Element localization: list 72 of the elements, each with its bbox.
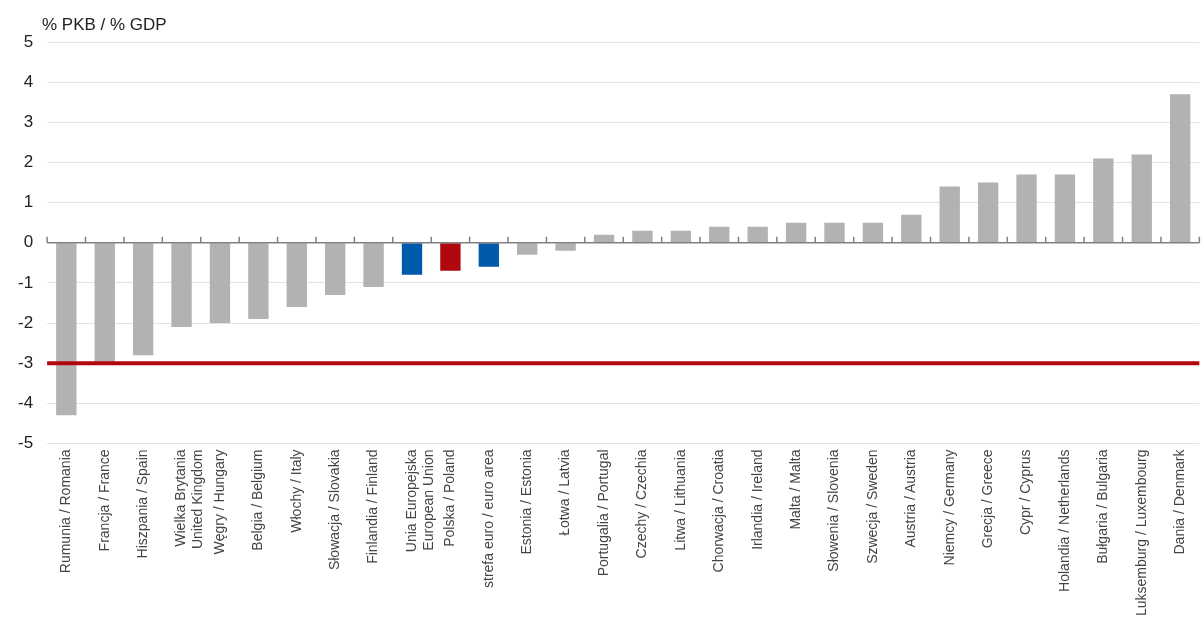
bar — [1093, 158, 1114, 243]
bar — [670, 230, 692, 243]
x-tick-label: Węgry / Hungary — [210, 449, 227, 555]
x-tick-label: Rumunia / Romania — [57, 449, 74, 574]
x-tick-label: Cypr / Cyprus — [1017, 449, 1034, 536]
bar — [824, 222, 845, 243]
bar — [132, 243, 154, 356]
y-tick-label: -4 — [17, 393, 34, 412]
x-tick-label: Bułgaria / Bulgaria — [1094, 449, 1111, 564]
x-tick-label: Grecja / Greece — [978, 449, 995, 549]
bar — [325, 243, 346, 295]
y-tick-label: -1 — [17, 272, 34, 292]
x-tick-label: Wielka Brytania United Kingdom — [172, 449, 206, 550]
x-tick-label: Belgia / Belgium — [249, 449, 266, 551]
x-tick-label: Słowenia / Slovenia — [825, 449, 842, 572]
x-tick-label: Dania / Denmark — [1171, 448, 1188, 555]
bar — [862, 222, 884, 243]
bar — [1131, 154, 1152, 243]
y-tick-label: -2 — [17, 312, 34, 332]
bar — [939, 186, 960, 243]
x-tick-label: Hiszpania / Spain — [134, 449, 150, 559]
bar — [1169, 94, 1191, 243]
bar — [209, 243, 231, 324]
x-tick-label: Irlandia / Ireland — [748, 449, 765, 550]
x-tick-label: Estonia / Estonia — [518, 449, 535, 555]
bar — [171, 243, 192, 328]
bar — [94, 243, 115, 364]
bar — [478, 243, 499, 267]
bar — [977, 182, 999, 243]
x-tick-label: Luksemburg / Luxembourg — [1132, 449, 1149, 617]
bar — [248, 243, 269, 320]
x-tick-label: Chorwacja / Croatia — [710, 449, 727, 573]
bar — [286, 243, 307, 307]
x-tick-label: Łotwa / Latvia — [556, 449, 573, 536]
bar — [709, 226, 730, 243]
x-tick-label: Szwecja / Sweden — [863, 449, 880, 564]
bar — [785, 222, 807, 243]
x-tick-label: Niemcy / Germany — [940, 449, 957, 566]
x-tick-label: Unia Europejska European Union — [402, 449, 436, 553]
y-tick-label: 4 — [23, 71, 34, 91]
bar — [632, 230, 653, 243]
y-tick-label: 2 — [23, 152, 34, 172]
bar — [555, 243, 576, 251]
x-tick-label: Finlandia / Finland — [364, 449, 381, 564]
bar — [56, 243, 77, 416]
bar — [901, 214, 922, 243]
y-axis-title: % PKB / % GDP — [42, 15, 167, 34]
x-tick-label: Portugalia / Portugal — [594, 449, 611, 577]
y-tick-label: 5 — [23, 31, 34, 51]
x-tick-label: Włochy / Italy — [287, 449, 304, 533]
x-tick-label: Francja / France — [95, 449, 112, 552]
bar — [517, 243, 538, 255]
x-tick-label: Austria / Austria — [902, 449, 919, 548]
y-tick-label: 3 — [23, 111, 34, 131]
y-tick-label: -3 — [17, 352, 34, 372]
x-tick-label: strefa euro / euro area — [479, 449, 496, 588]
y-tick-label: -5 — [17, 433, 34, 453]
x-tick-label: Litwa / Lithuania — [671, 449, 688, 551]
bar — [747, 226, 768, 243]
bar — [440, 243, 461, 271]
x-tick-label: Słowacja / Slovakia — [326, 449, 343, 571]
bar — [1016, 174, 1037, 243]
x-tick-label: Polska / Poland — [441, 449, 458, 547]
bar — [363, 243, 384, 287]
x-tick-label: Czechy / Czechia — [633, 449, 650, 559]
x-tick-label: Malta / Malta — [786, 449, 803, 530]
bar — [593, 234, 615, 243]
bar — [1054, 174, 1076, 243]
y-tick-label: 1 — [23, 192, 34, 212]
y-tick-label: 0 — [23, 232, 34, 252]
x-tick-label: Holandia / Netherlands — [1055, 449, 1072, 592]
bar — [401, 243, 423, 275]
